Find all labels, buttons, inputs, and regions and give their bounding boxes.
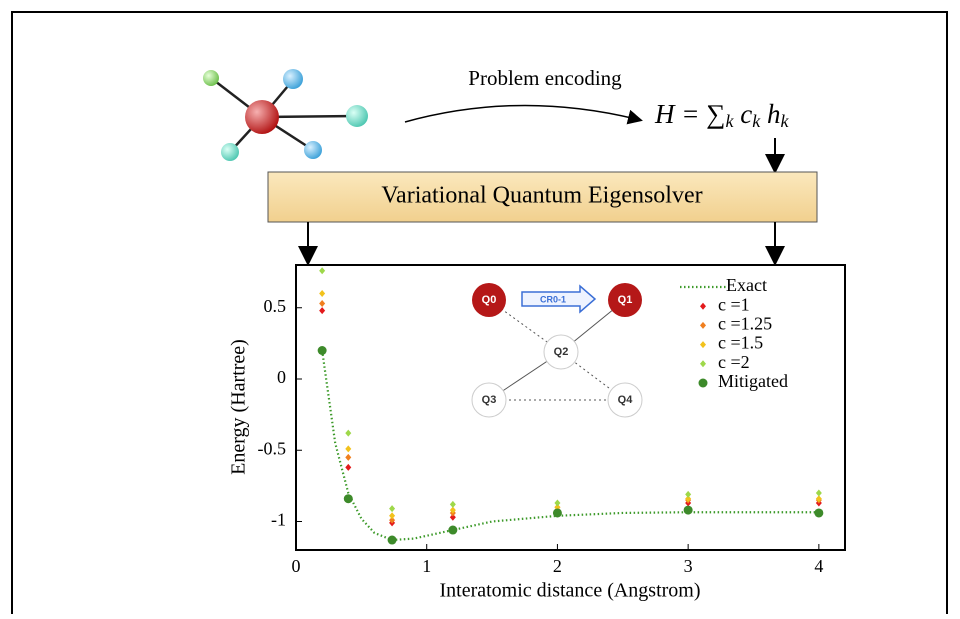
qubit-label: Q1 [618,294,633,306]
point [448,525,458,535]
x-tick-label: 3 [684,556,693,576]
gate-arrow [521,284,597,314]
point [345,463,352,471]
point [685,495,692,503]
qubit-label: Q4 [618,394,634,406]
legend-label: c =2 [718,352,750,372]
qubit-label: Q3 [482,394,497,406]
y-tick-label: -0.5 [258,438,287,458]
x-tick-label: 2 [553,556,562,576]
point [319,299,326,307]
gate-label: CR0-1 [540,294,566,304]
formula-part: k [725,111,734,131]
point [389,512,396,520]
point [554,499,561,507]
formula-part: c [733,99,752,129]
formula-part: h [760,99,780,129]
formula-part: k [780,111,789,131]
qubit [472,283,506,317]
legend-marker [700,302,706,310]
encode-arrow [404,104,643,125]
point [345,445,352,453]
point [685,490,692,498]
x-tick-label: 1 [422,556,431,576]
molecule [203,69,368,161]
x-tick-label: 4 [814,556,823,576]
point [389,516,396,524]
point [449,513,456,521]
point [683,505,693,515]
legend-marker [698,378,708,388]
legend-label: c =1 [718,294,750,314]
vqe-box [267,171,818,223]
point [815,495,822,503]
point [319,267,326,275]
point [345,429,352,437]
legend-label: Mitigated [718,371,788,391]
legend-marker [700,360,706,368]
x-axis-label: Interatomic distance (Angstrom) [439,580,700,602]
qubit [543,334,579,370]
point [343,494,353,504]
point [449,500,456,508]
formula-part: H = ∑ [654,99,725,129]
point [387,535,397,545]
y-tick-label: 0.5 [264,296,287,316]
point [815,489,822,497]
line [321,350,819,542]
point [319,290,326,297]
qubit [471,382,507,418]
encoding-label: Problem encoding [468,66,622,90]
y-axis-label: Energy (Hartree) [228,339,250,475]
qubit-label: Q2 [554,346,569,358]
formula-part: k [752,111,761,131]
x-tick-label: 0 [292,556,301,576]
inset: CR0-1 Q0 Q1 Q2 Q3 Q4 [471,283,643,418]
qubit [607,382,643,418]
formula: H = ∑k ck hk [654,99,789,131]
y-tick-label: 0 [277,367,286,387]
legend-label: c =1.25 [718,314,772,334]
qubit-label: Q0 [482,294,497,306]
frame [11,11,948,619]
qubit [608,283,642,317]
point [814,508,824,518]
plot-frame [295,264,846,551]
point [345,453,352,461]
legend-marker [700,321,706,329]
point [389,505,396,513]
vqe-label: Variational Quantum Eigensolver [381,183,702,209]
y-tick-label: -1 [271,510,286,530]
point [317,346,327,355]
point [449,506,456,514]
legend-label: Exact [726,275,767,295]
point [319,307,326,315]
legend-marker [700,341,706,349]
legend-label: c =1.5 [718,333,763,353]
point [552,508,562,518]
